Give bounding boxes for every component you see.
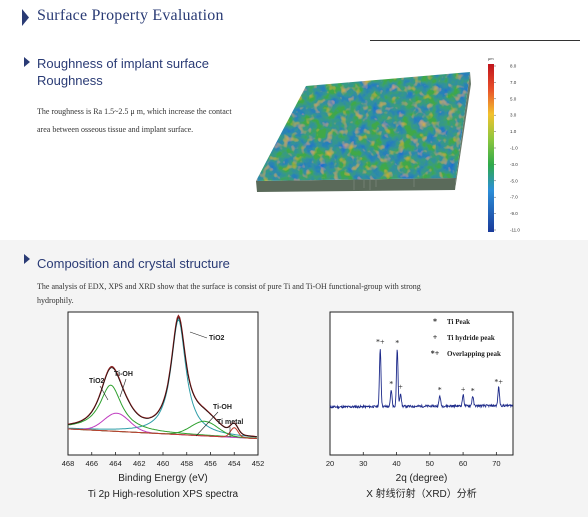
xrd-x-axis-label: 2q (degree) [396,473,448,484]
colorbar-tick-label: -11.0 [510,228,520,233]
xrd-peak-marker: * [438,386,442,395]
composition-title: Composition and crystal structure [37,256,230,271]
page-title: Surface Property Evaluation [37,7,224,24]
xps-annotation: Ti-OH [213,404,232,411]
colorbar-tick-label: 8.0 [510,64,517,69]
xps-chart-title: Ti 2p High-resolution XPS spectra [88,489,239,500]
xrd-legend-marker: + [433,333,438,342]
composition-section: Composition and crystal structure The an… [0,240,588,517]
xrd-peak-marker: *+ [494,377,503,386]
surface-side-face [455,72,471,190]
roughness-3d-surface-image: μm 8.0 7.0 5.0 3.0 1.0 -1.0 -3.0 -5.0 -7.0 -9.0 -1… [256,56,520,233]
section-chevron-icon [24,57,30,67]
xrd-x-tick-label: 60 [459,459,467,468]
xps-x-tick-label: 458 [180,459,193,468]
xps-x-tick-label: 466 [85,459,98,468]
xps-x-tick-label: 462 [133,459,146,468]
xps-x-tick-label: 464 [109,459,122,468]
colorbar [488,64,494,232]
roughness-description: The roughness is Ra 1.5~2.5 μ m, which i… [37,107,232,134]
xrd-peak-marker: + [398,383,403,392]
xrd-peak-marker: * [471,386,475,395]
xps-x-tick-label: 460 [157,459,170,468]
colorbar-tick-label: -9.0 [510,211,518,216]
xrd-peak-marker: * [389,380,393,389]
section-chevron-icon [24,254,30,264]
roughness-title-line2: Roughness [37,73,103,88]
colorbar-tick-label: 1.0 [510,129,517,134]
xps-annotation-leader [189,331,208,339]
xrd-pattern-line [329,349,514,410]
surface-spikes [353,179,415,190]
header-divider [370,40,580,41]
surface-front-face [256,178,456,192]
xps-annotation-leader [195,411,219,437]
colorbar-tick-label: 3.0 [510,113,517,118]
xps-annotation-leader [99,385,109,401]
xps-ti-metal-curve [67,427,257,439]
xps-annotation: TiO2 [209,335,225,342]
roughness-section: Roughness of implant surface Roughness T… [0,44,588,240]
colorbar-tick-label: -5.0 [510,178,518,183]
xrd-x-tick-label: 40 [392,459,400,468]
xrd-legend-label: Overlapping peak [447,350,501,358]
xrd-plot-area [329,311,514,456]
colorbar-ticks: 8.0 7.0 5.0 3.0 1.0 -1.0 -3.0 -5.0 -7.0 -9.0 -11.0 [494,64,520,233]
page-header: Surface Property Evaluation [0,0,588,44]
xps-annotation: Ti metal [217,419,243,426]
xps-annotation-leader [119,378,127,398]
colorbar-tick-label: -1.0 [510,146,518,151]
xrd-x-tick-label: 30 [359,459,367,468]
xps-x-tick-label: 468 [62,459,75,468]
colorbar-tick-label: -3.0 [510,162,518,167]
xrd-x-tick-label: 50 [426,459,434,468]
xrd-x-tick-label: 70 [492,459,500,468]
xrd-legend-marker: *+ [431,349,440,358]
xrd-x-tick-label: 20 [326,459,334,468]
colorbar-tick-label: -7.0 [510,195,518,200]
roughness-title: Roughness of implant surface Roughness [37,55,209,89]
colorbar-tick-label: 5.0 [510,96,517,101]
xps-x-tick-label: 456 [204,459,217,468]
colorbar-tick-label: 7.0 [510,80,517,85]
xps-annotation: TiO2 [89,378,105,385]
xrd-legend-label: Ti hydride peak [447,334,495,342]
xps-x-axis-label: Binding Energy (eV) [118,473,208,484]
roughness-title-line1: Roughness of implant surface [37,56,209,71]
xrd-peak-marker: *+ [376,338,385,347]
charts-canvas: 468 466 464 462 460 458 456 454 452 Binding Energ… [62,311,514,500]
composition-description: The analysis of EDX, XPS and XRD show th… [37,282,421,305]
xps-x-tick-label: 454 [228,459,241,468]
xps-x-tick-label: 452 [252,459,265,468]
xps-annotation: Ti-OH [114,371,133,378]
xrd-legend-marker: * [433,317,437,326]
surface-top [256,72,470,181]
xps-chart: 468 466 464 462 460 458 456 454 452 Binding Energ… [62,311,265,500]
xrd-chart-title: X 射线衍射（XRD）分析 [366,487,477,500]
xps-measured-curve [67,317,257,437]
colorbar-unit: μm [488,56,494,61]
header-chevron-icon [22,9,29,26]
xrd-peak-marker: + [461,385,466,394]
xrd-legend-label: Ti Peak [447,318,470,326]
xrd-peak-marker: * [395,338,399,347]
